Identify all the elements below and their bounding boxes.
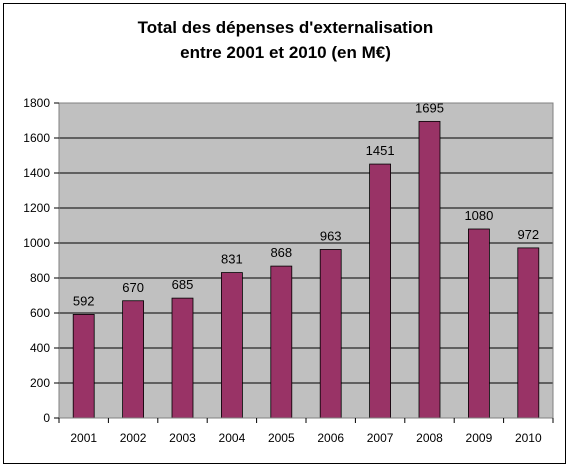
data-label: 1695 xyxy=(415,100,444,115)
y-tick-label: 600 xyxy=(30,306,50,320)
data-label: 592 xyxy=(73,293,95,308)
data-label: 1080 xyxy=(464,208,493,223)
data-label: 1451 xyxy=(366,143,395,158)
bar xyxy=(369,163,392,419)
x-tick-label: 2007 xyxy=(367,431,394,445)
bar xyxy=(270,265,293,419)
bar xyxy=(220,272,243,419)
x-tick-label: 2008 xyxy=(416,431,443,445)
data-label: 670 xyxy=(122,280,144,295)
y-tick-label: 200 xyxy=(30,376,50,390)
y-tick-label: 800 xyxy=(30,271,50,285)
bar xyxy=(171,297,194,419)
x-tick-label: 2004 xyxy=(219,431,246,445)
y-axis-ticks: 0 200 400 600 800 1000 1200 1400 1600 1800 xyxy=(23,96,59,425)
y-tick-label: 1000 xyxy=(23,236,50,250)
data-label: 963 xyxy=(320,228,342,243)
x-tick-label: 2001 xyxy=(70,431,97,445)
x-tick-label: 2009 xyxy=(466,431,493,445)
x-tick-label: 2006 xyxy=(317,431,344,445)
y-tick-label: 400 xyxy=(30,341,50,355)
data-label: 685 xyxy=(172,277,194,292)
x-tick-label: 2005 xyxy=(268,431,295,445)
data-label: 831 xyxy=(221,252,243,267)
y-tick-label: 1200 xyxy=(23,201,50,215)
data-label: 972 xyxy=(517,227,539,242)
bar xyxy=(467,228,490,419)
y-tick-label: 0 xyxy=(43,411,50,425)
data-label: 868 xyxy=(270,245,292,260)
data-labels: 592 670 685 831 868 963 1451 1695 1080 972 xyxy=(73,100,539,308)
bar xyxy=(72,313,95,419)
x-tick-label: 2010 xyxy=(515,431,542,445)
bar xyxy=(418,120,441,419)
chart-title-line-2: entre 2001 et 2010 (en M€) xyxy=(180,43,391,62)
bars xyxy=(72,120,540,419)
x-tick-label: 2003 xyxy=(169,431,196,445)
bar xyxy=(122,300,144,419)
chart-title-line-1: Total des dépenses d'externalisation xyxy=(137,18,434,37)
x-tick-label: 2002 xyxy=(120,431,147,445)
bar xyxy=(517,247,540,419)
x-axis-ticks: 2001 2002 2003 2004 2005 2006 2007 2008 2009 2010 xyxy=(58,418,554,445)
y-tick-label: 1600 xyxy=(23,131,50,145)
y-tick-label: 1400 xyxy=(23,166,50,180)
y-tick-label: 1800 xyxy=(23,96,50,110)
bar xyxy=(319,249,342,419)
